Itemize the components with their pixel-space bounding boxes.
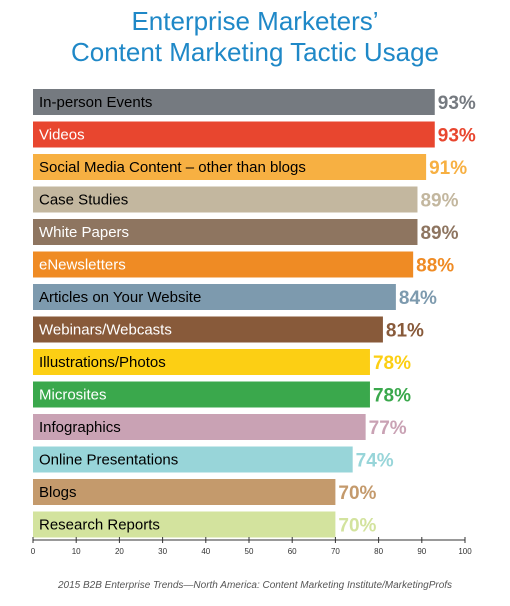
- bar-category-label-0: In-person Events: [39, 94, 152, 111]
- bar-value-label-2: 91%: [429, 158, 467, 179]
- bar-1: [33, 121, 435, 148]
- bar-category-label-7: Webinars/Webcasts: [39, 322, 172, 339]
- bar-value-label-11: 74%: [356, 451, 394, 472]
- bar-category-label-5: eNewsletters: [39, 257, 126, 274]
- bar-category-label-3: Case Studies: [39, 192, 128, 209]
- bar-value-label-5: 88%: [416, 256, 454, 277]
- bar-category-label-4: White Papers: [39, 224, 129, 241]
- bar-11: [33, 446, 353, 473]
- bar-value-label-0: 93%: [438, 93, 476, 114]
- bar-value-label-8: 78%: [373, 353, 411, 374]
- bar-13: [33, 511, 336, 538]
- bar-value-label-6: 84%: [399, 288, 437, 309]
- bar-value-label-12: 70%: [338, 483, 376, 504]
- bar-3: [33, 186, 418, 213]
- bar-category-label-2: Social Media Content – other than blogs: [39, 159, 306, 176]
- chart-title-line-2: Content Marketing Tactic Usage: [70, 37, 440, 67]
- bars-group: In-person Events 93% Videos 93% Social Media…: [33, 89, 476, 538]
- x-tick-label-2: 20: [115, 547, 124, 556]
- bar-category-label-8: Illustrations/Photos: [39, 354, 166, 371]
- x-tick-label-5: 50: [245, 547, 254, 556]
- bar-6: [33, 284, 396, 310]
- x-tick-label-1: 10: [72, 547, 81, 556]
- bar-5: [33, 251, 414, 278]
- bar-10: [33, 414, 366, 440]
- bar-4: [33, 219, 418, 245]
- bar-value-label-1: 93%: [438, 126, 476, 147]
- bar-value-label-7: 81%: [386, 321, 424, 342]
- bar-value-label-4: 89%: [420, 223, 458, 244]
- source-note: 2015 B2B Enterprise Trends—North America…: [57, 580, 453, 591]
- bar-9: [33, 381, 370, 408]
- bar-category-label-6: Articles on Your Website: [39, 289, 201, 306]
- bar-value-label-9: 78%: [373, 386, 411, 407]
- x-tick-label-6: 60: [288, 547, 297, 556]
- bar-category-label-10: Infographics: [39, 419, 121, 436]
- bar-value-label-10: 77%: [369, 418, 407, 439]
- bar-category-label-12: Blogs: [39, 484, 77, 501]
- bar-7: [33, 316, 383, 343]
- bar-value-label-13: 70%: [338, 516, 376, 537]
- x-tick-label-4: 40: [201, 547, 210, 556]
- bar-8: [33, 349, 370, 375]
- bar-category-label-13: Research Reports: [39, 517, 160, 534]
- bar-category-label-9: Microsites: [39, 387, 107, 404]
- x-axis: 0 10 20 30 40 50 60 70 80 90 100: [31, 537, 472, 556]
- bar-12: [33, 479, 336, 505]
- chart-title: Enterprise Marketers’ Content Marketing …: [0, 6, 510, 68]
- x-tick-label-0: 0: [31, 547, 36, 556]
- x-tick-label-9: 90: [417, 547, 426, 556]
- bar-category-label-11: Online Presentations: [39, 452, 178, 469]
- x-tick-label-7: 70: [331, 547, 340, 556]
- bar-2: [33, 154, 427, 180]
- x-tick-label-3: 30: [158, 547, 167, 556]
- bar-value-label-3: 89%: [420, 191, 458, 212]
- chart-title-line-1: Enterprise Marketers’: [131, 6, 379, 36]
- bar-0: [33, 89, 435, 115]
- x-tick-label-8: 80: [374, 547, 383, 556]
- x-tick-label-10: 100: [458, 547, 472, 556]
- bar-category-label-1: Videos: [39, 127, 85, 144]
